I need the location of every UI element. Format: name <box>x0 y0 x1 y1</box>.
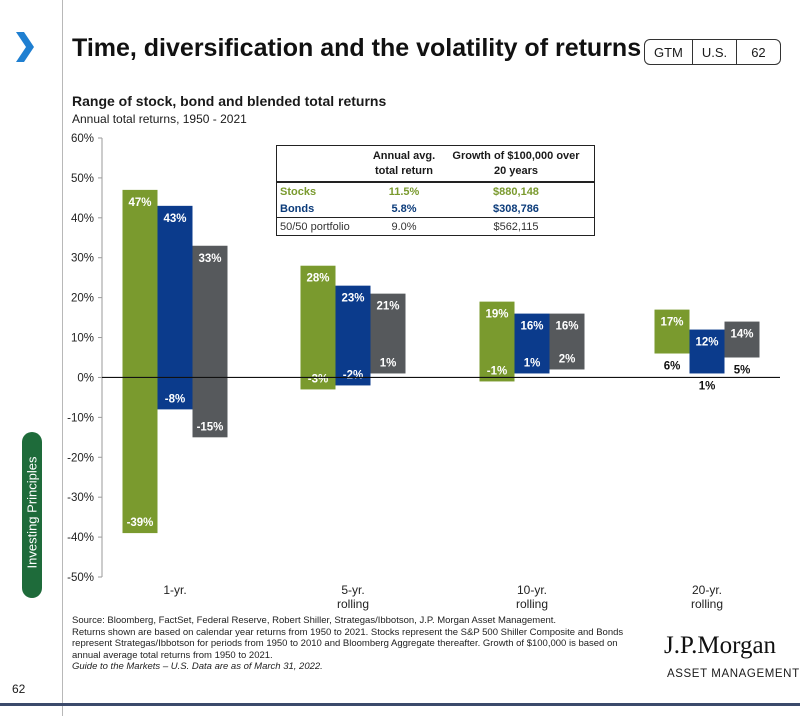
x-category-label: 20-yr. <box>692 583 722 597</box>
bar-1-1 <box>335 285 371 386</box>
x-category-label: rolling <box>337 597 369 611</box>
x-category-label: rolling <box>516 597 548 611</box>
y-tick-label: 20% <box>71 293 94 305</box>
bar-max-label: 21% <box>376 301 399 313</box>
bar-min-label: -15% <box>197 421 224 433</box>
asset-management-label: ASSET MANAGEMENT <box>667 668 800 680</box>
bar-min-label: -39% <box>127 517 154 529</box>
row-avg: 5.8% <box>391 202 417 215</box>
row-name: 50/50 portfolio <box>280 220 350 233</box>
chart-subtitle: Annual total returns, 1950 - 2021 <box>72 112 247 126</box>
bar-max-label: 23% <box>341 293 364 305</box>
bottom-rule <box>0 703 800 706</box>
bar-max-label: 17% <box>660 317 683 329</box>
row-growth: $562,115 <box>493 220 539 233</box>
y-tick-label: -50% <box>67 572 94 584</box>
bar-min-label: -2% <box>343 369 363 381</box>
table-header-blank <box>277 146 368 181</box>
x-category-label: 10-yr. <box>517 583 547 597</box>
bar-min-label: 1% <box>524 357 541 369</box>
bar-max-label: 28% <box>306 273 329 285</box>
bar-max-label: 47% <box>128 197 151 209</box>
row-name: Stocks <box>280 185 317 198</box>
bar-0-0 <box>122 189 158 534</box>
table-header-avg: Annual avg. total return <box>372 150 436 177</box>
bar-min-label: 2% <box>559 353 576 365</box>
bar-max-label: 43% <box>163 213 186 225</box>
jpmorgan-logo: J.P.Morgan <box>664 632 777 659</box>
bar-1-2 <box>514 313 550 374</box>
x-category-label: rolling <box>691 597 723 611</box>
y-tick-label: 30% <box>71 253 94 265</box>
bar-min-label: -1% <box>487 365 507 377</box>
page-number: 62 <box>12 682 26 696</box>
bar-max-label: 12% <box>695 337 718 349</box>
bar-max-label: 19% <box>485 309 508 321</box>
bar-min-label: 6% <box>664 361 681 373</box>
y-tick-label: 0% <box>77 372 94 384</box>
badge-region: U.S. <box>693 40 738 64</box>
table-row: 50/50 portfolio 9.0% $562,115 <box>277 218 594 235</box>
footnote-guide: Guide to the Markets – U.S. Data are as … <box>72 661 323 672</box>
x-category-label: 1-yr. <box>163 583 186 597</box>
page-title: Time, diversification and the volatility… <box>72 34 642 62</box>
bar-1-3 <box>689 329 725 374</box>
row-name: Bonds <box>280 202 315 215</box>
bar-max-label: 14% <box>730 329 753 341</box>
bar-0-1 <box>300 265 336 390</box>
y-tick-label: -20% <box>67 452 94 464</box>
footnote: Source: Bloomberg, FactSet, Federal Rese… <box>72 615 647 673</box>
bar-2-3 <box>724 321 760 358</box>
row-growth: $880,148 <box>493 185 539 198</box>
bar-min-label: 1% <box>380 357 397 369</box>
y-tick-label: -40% <box>67 532 94 544</box>
bar-0-3 <box>654 309 690 354</box>
y-tick-label: -30% <box>67 492 94 504</box>
table-header-growth: Growth of $100,000 over 20 years <box>452 150 580 177</box>
x-category-label: 5-yr. <box>341 583 364 597</box>
bar-min-label: 1% <box>699 380 716 392</box>
footnote-method: Returns shown are based on calendar year… <box>72 626 624 661</box>
table-row: Stocks 11.5% $880,148 <box>277 183 594 200</box>
badge-gtm: GTM <box>645 40 693 64</box>
bar-2-1 <box>370 293 406 374</box>
chevron-right-icon <box>16 32 34 62</box>
row-avg: 11.5% <box>388 185 420 198</box>
bar-0-2 <box>479 301 515 382</box>
bar-2-2 <box>549 313 585 370</box>
y-tick-label: 60% <box>71 133 94 145</box>
section-pill: Investing Principles <box>22 432 42 598</box>
bar-min-label: -3% <box>308 373 328 385</box>
gtm-badge: GTM U.S. 62 <box>644 39 781 65</box>
y-tick-label: 50% <box>71 173 94 185</box>
bar-max-label: 33% <box>198 253 221 265</box>
footnote-source: Source: Bloomberg, FactSet, Federal Rese… <box>72 615 557 626</box>
bar-1-0 <box>157 205 193 410</box>
summary-table: Annual avg. total return Growth of $100,… <box>276 145 595 236</box>
chart-title: Range of stock, bond and blended total r… <box>72 93 387 109</box>
y-tick-label: 40% <box>71 213 94 225</box>
table-row: Bonds 5.8% $308,786 <box>277 200 594 218</box>
row-growth: $308,786 <box>493 202 539 215</box>
y-tick-label: 10% <box>71 333 94 345</box>
bar-min-label: -8% <box>165 393 185 405</box>
badge-page: 62 <box>751 44 766 60</box>
y-tick-label: -10% <box>67 412 94 424</box>
bar-min-label: 5% <box>734 365 751 377</box>
bar-2-0 <box>192 245 228 438</box>
bar-max-label: 16% <box>555 321 578 333</box>
summary-table-header: Annual avg. total return Growth of $100,… <box>277 146 594 183</box>
row-avg: 9.0% <box>391 220 417 233</box>
left-rail: Investing Principles 62 <box>0 0 63 716</box>
bar-max-label: 16% <box>520 321 543 333</box>
